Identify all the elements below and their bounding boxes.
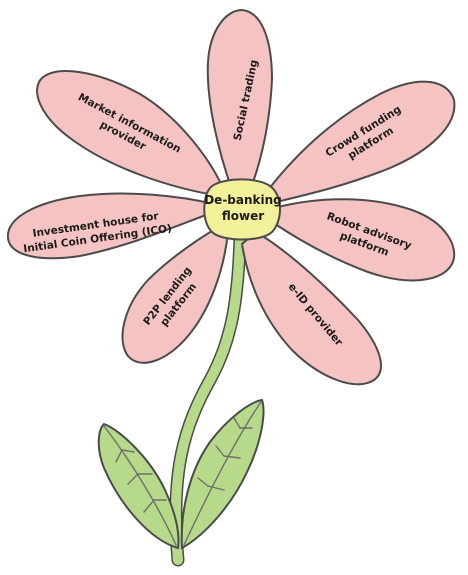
petal-market-information-provider [36, 70, 223, 197]
left-leaf [97, 422, 180, 550]
center-label-line2: flower [222, 209, 264, 223]
petal-social-trading [206, 9, 273, 191]
petal-robot-advisory-platform [271, 198, 456, 282]
flower-center: De-banking flower [203, 178, 282, 241]
petal-p2p-lending-platform [121, 225, 229, 364]
center-label-line1: De-banking [204, 193, 282, 207]
right-leaf [180, 398, 265, 550]
petal-ico-investment-house [6, 192, 215, 260]
stem [169, 231, 247, 567]
petal-crowd-funding-platform [261, 80, 456, 205]
petal-eid-provider [241, 231, 382, 386]
